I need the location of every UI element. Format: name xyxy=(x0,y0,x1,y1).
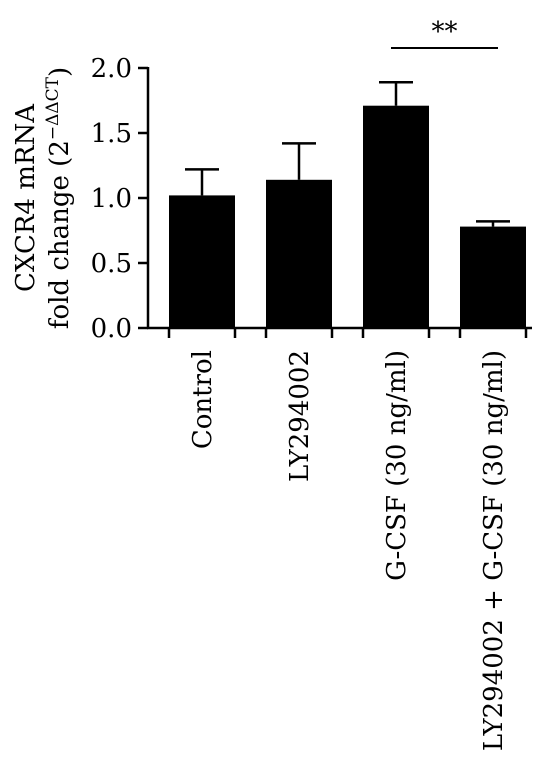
bar xyxy=(266,179,332,328)
category-label: LY294002 xyxy=(285,350,315,482)
category-label: G-CSF (30 ng/ml) xyxy=(382,350,412,581)
bars xyxy=(169,105,526,328)
y-axis-label-line1: CXCR4 mRNA xyxy=(11,103,41,292)
y-tick-label: 0.0 xyxy=(91,314,132,344)
significance-label: ** xyxy=(432,17,458,47)
axes: 0.0 0.5 1.0 1.5 2.0 xyxy=(91,54,532,344)
bar xyxy=(363,105,429,328)
bar xyxy=(460,226,526,328)
y-axis-label-line2: fold change (2−ΔΔCT) xyxy=(43,67,75,329)
y-tick-label: 2.0 xyxy=(91,54,132,84)
error-bars xyxy=(185,81,510,227)
bar xyxy=(169,195,235,328)
y-tick-label: 0.5 xyxy=(91,249,132,279)
category-label: Control xyxy=(188,350,218,449)
y-tick-label: 1.0 xyxy=(91,184,132,214)
category-labels: Control LY294002 G-CSF (30 ng/ml) LY294002 … xyxy=(188,350,509,751)
category-label: LY294002 + G-CSF (30 ng/ml) xyxy=(479,350,509,751)
y-axis-label: CXCR4 mRNA fold change (2−ΔΔCT) xyxy=(11,67,75,329)
y-tick-label: 1.5 xyxy=(91,119,132,149)
significance-annotation: ** xyxy=(391,17,498,49)
